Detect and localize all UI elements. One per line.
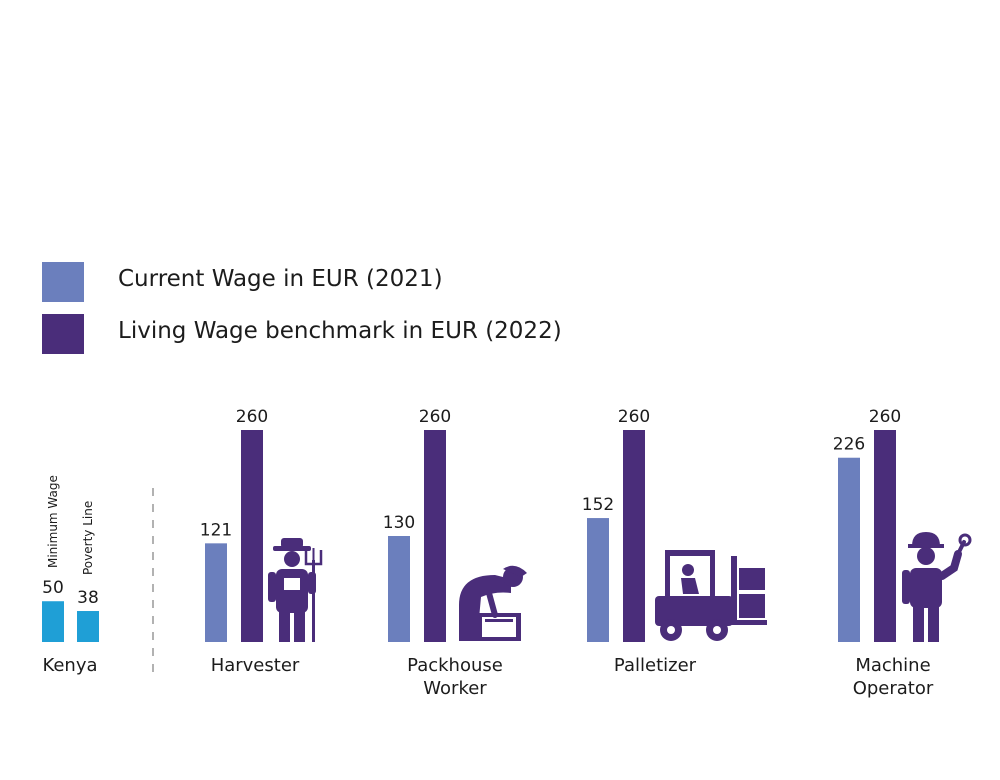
legend-label-living: Living Wage benchmark in EUR (2022) bbox=[118, 318, 562, 344]
living-wage-value-1: 260 bbox=[236, 407, 268, 427]
current-wage-value-2: 130 bbox=[383, 513, 415, 533]
kenya-bar-value-2: 38 bbox=[77, 588, 99, 608]
forklift-icon bbox=[655, 550, 767, 641]
current-wage-value-3: 152 bbox=[582, 495, 614, 515]
living-wage-value-3: 260 bbox=[618, 407, 650, 427]
current-wage-bar-2 bbox=[388, 536, 410, 642]
kenya-bar-name-2: Poverty Line bbox=[81, 501, 95, 575]
packhouse-worker-icon bbox=[459, 565, 527, 641]
group-label-4-line-1: Machine bbox=[855, 655, 930, 676]
kenya-bar-2 bbox=[77, 611, 99, 642]
kenya-group-label: Kenya bbox=[42, 655, 97, 676]
legend-label-current: Current Wage in EUR (2021) bbox=[118, 266, 443, 292]
current-wage-value-1: 121 bbox=[200, 520, 232, 540]
current-wage-value-4: 226 bbox=[833, 435, 865, 455]
living-wage-bar-4 bbox=[874, 430, 896, 642]
living-wage-value-2: 260 bbox=[419, 407, 451, 427]
living-wage-bar-3 bbox=[623, 430, 645, 642]
legend-swatch-living bbox=[42, 314, 84, 354]
group-label-2-line-2: Worker bbox=[423, 678, 487, 699]
living-wage-value-4: 260 bbox=[869, 407, 901, 427]
current-wage-bar-4 bbox=[838, 457, 860, 642]
group-label-4-line-2: Operator bbox=[853, 678, 934, 699]
kenya-bar-value-1: 50 bbox=[42, 578, 64, 598]
kenya-bar-1 bbox=[42, 601, 64, 642]
bars-layer: 50 Minimum Wage 38 Poverty Line Kenya 121 260 H… bbox=[42, 407, 934, 699]
current-wage-bar-1 bbox=[205, 543, 227, 642]
legend-swatch-current bbox=[42, 262, 84, 302]
kenya-bar-name-1: Minimum Wage bbox=[46, 475, 60, 568]
living-wage-bar-1 bbox=[241, 430, 263, 642]
harvester-icon bbox=[268, 538, 323, 642]
icons-layer bbox=[268, 532, 972, 642]
group-label-2-line-1: Packhouse bbox=[407, 655, 503, 676]
living-wage-bar-2 bbox=[424, 430, 446, 642]
current-wage-bar-3 bbox=[587, 518, 609, 642]
machine-operator-icon bbox=[902, 532, 972, 642]
group-label-3-line-1: Palletizer bbox=[614, 655, 697, 676]
group-label-1-line-1: Harvester bbox=[211, 655, 300, 676]
